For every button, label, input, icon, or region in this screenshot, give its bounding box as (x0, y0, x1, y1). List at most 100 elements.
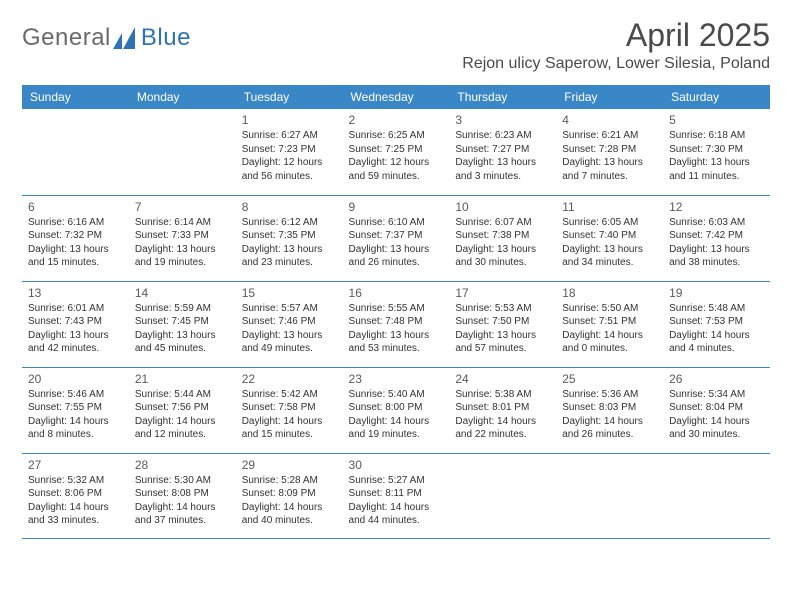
day-number: 6 (28, 200, 123, 214)
calendar-day-cell: 2Sunrise: 6:25 AMSunset: 7:25 PMDaylight… (343, 109, 450, 195)
day-number: 3 (455, 113, 550, 127)
calendar-day-cell: 15Sunrise: 5:57 AMSunset: 7:46 PMDayligh… (236, 281, 343, 367)
sunset-line: Sunset: 8:08 PM (135, 487, 230, 501)
daylight-line: Daylight: 14 hours and 8 minutes. (28, 415, 123, 442)
sunrise-line: Sunrise: 5:44 AM (135, 388, 230, 402)
calendar-day-cell: 25Sunrise: 5:36 AMSunset: 8:03 PMDayligh… (556, 367, 663, 453)
day-number: 4 (562, 113, 657, 127)
sunset-line: Sunset: 7:53 PM (669, 315, 764, 329)
day-number: 16 (349, 286, 444, 300)
sunset-line: Sunset: 7:27 PM (455, 143, 550, 157)
calendar-table: SundayMondayTuesdayWednesdayThursdayFrid… (22, 85, 770, 539)
sunset-line: Sunset: 7:48 PM (349, 315, 444, 329)
sunrise-line: Sunrise: 6:16 AM (28, 216, 123, 230)
daylight-line: Daylight: 13 hours and 38 minutes. (669, 243, 764, 270)
daylight-line: Daylight: 13 hours and 7 minutes. (562, 156, 657, 183)
sunset-line: Sunset: 7:46 PM (242, 315, 337, 329)
sunset-line: Sunset: 7:35 PM (242, 229, 337, 243)
calendar-day-cell: 6Sunrise: 6:16 AMSunset: 7:32 PMDaylight… (22, 195, 129, 281)
day-number: 22 (242, 372, 337, 386)
sunset-line: Sunset: 7:25 PM (349, 143, 444, 157)
day-header-row: SundayMondayTuesdayWednesdayThursdayFrid… (22, 85, 770, 109)
sunrise-line: Sunrise: 5:57 AM (242, 302, 337, 316)
brand-mark-icon (113, 27, 139, 49)
calendar-day-cell: 22Sunrise: 5:42 AMSunset: 7:58 PMDayligh… (236, 367, 343, 453)
calendar-day-cell: 10 Sunrise: 6:07 AMSunset: 7:38 PMDayligh… (449, 195, 556, 281)
day-header: Thursday (449, 85, 556, 109)
daylight-line: Daylight: 13 hours and 23 minutes. (242, 243, 337, 270)
sunset-line: Sunset: 7:23 PM (242, 143, 337, 157)
sunrise-line: Sunrise: 5:42 AM (242, 388, 337, 402)
daylight-line: Daylight: 13 hours and 19 minutes. (135, 243, 230, 270)
daylight-line: Daylight: 14 hours and 30 minutes. (669, 415, 764, 442)
daylight-line: Daylight: 14 hours and 15 minutes. (242, 415, 337, 442)
calendar-week-row: 1Sunrise: 6:27 AMSunset: 7:23 PMDaylight… (22, 109, 770, 195)
sunset-line: Sunset: 7:33 PM (135, 229, 230, 243)
calendar-day-cell: 17Sunrise: 5:53 AMSunset: 7:50 PMDayligh… (449, 281, 556, 367)
day-number: 19 (669, 286, 764, 300)
day-number: 18 (562, 286, 657, 300)
calendar-day-cell: 14Sunrise: 5:59 AMSunset: 7:45 PMDayligh… (129, 281, 236, 367)
daylight-line: Daylight: 14 hours and 26 minutes. (562, 415, 657, 442)
day-number: 11 (562, 200, 657, 214)
sunrise-line: Sunrise: 5:28 AM (242, 474, 337, 488)
daylight-line: Daylight: 14 hours and 40 minutes. (242, 501, 337, 528)
sunrise-line: Sunrise: 6:25 AM (349, 129, 444, 143)
daylight-line: Daylight: 12 hours and 59 minutes. (349, 156, 444, 183)
daylight-line: Daylight: 14 hours and 22 minutes. (455, 415, 550, 442)
calendar-head: SundayMondayTuesdayWednesdayThursdayFrid… (22, 85, 770, 109)
sunset-line: Sunset: 8:11 PM (349, 487, 444, 501)
day-number: 10 (455, 200, 550, 214)
day-number: 5 (669, 113, 764, 127)
calendar-day-cell: 5Sunrise: 6:18 AMSunset: 7:30 PMDaylight… (663, 109, 770, 195)
sunrise-line: Sunrise: 6:01 AM (28, 302, 123, 316)
day-number: 9 (349, 200, 444, 214)
sunset-line: Sunset: 7:56 PM (135, 401, 230, 415)
day-number: 29 (242, 458, 337, 472)
calendar-week-row: 6Sunrise: 6:16 AMSunset: 7:32 PMDaylight… (22, 195, 770, 281)
sunrise-line: Sunrise: 5:38 AM (455, 388, 550, 402)
day-number: 26 (669, 372, 764, 386)
sunrise-line: Sunrise: 6:07 AM (455, 216, 550, 230)
sunrise-line: Sunrise: 5:48 AM (669, 302, 764, 316)
sunset-line: Sunset: 7:40 PM (562, 229, 657, 243)
daylight-line: Daylight: 13 hours and 30 minutes. (455, 243, 550, 270)
day-header: Friday (556, 85, 663, 109)
month-title: April 2025 (462, 18, 770, 53)
daylight-line: Daylight: 13 hours and 26 minutes. (349, 243, 444, 270)
daylight-line: Daylight: 13 hours and 53 minutes. (349, 329, 444, 356)
calendar-empty-cell (22, 109, 129, 195)
day-header: Sunday (22, 85, 129, 109)
calendar-week-row: 13Sunrise: 6:01 AMSunset: 7:43 PMDayligh… (22, 281, 770, 367)
calendar-day-cell: 27Sunrise: 5:32 AMSunset: 8:06 PMDayligh… (22, 453, 129, 538)
sunrise-line: Sunrise: 6:21 AM (562, 129, 657, 143)
daylight-line: Daylight: 13 hours and 42 minutes. (28, 329, 123, 356)
calendar-day-cell: 20 Sunrise: 5:46 AMSunset: 7:55 PMDayligh… (22, 367, 129, 453)
sunrise-line: Sunrise: 5:50 AM (562, 302, 657, 316)
sunset-line: Sunset: 8:01 PM (455, 401, 550, 415)
sunrise-line: Sunrise: 5:32 AM (28, 474, 123, 488)
day-number: 24 (455, 372, 550, 386)
calendar-empty-cell (663, 453, 770, 538)
calendar-empty-cell (556, 453, 663, 538)
daylight-line: Daylight: 13 hours and 49 minutes. (242, 329, 337, 356)
daylight-line: Daylight: 13 hours and 57 minutes. (455, 329, 550, 356)
calendar-day-cell: 26Sunrise: 5:34 AMSunset: 8:04 PMDayligh… (663, 367, 770, 453)
day-number: 20 (28, 372, 123, 386)
calendar-day-cell: 11Sunrise: 6:05 AMSunset: 7:40 PMDayligh… (556, 195, 663, 281)
sunrise-line: Sunrise: 6:27 AM (242, 129, 337, 143)
day-number: 13 (28, 286, 123, 300)
sunrise-line: Sunrise: 5:53 AM (455, 302, 550, 316)
sunset-line: Sunset: 7:55 PM (28, 401, 123, 415)
sunrise-line: Sunrise: 5:46 AM (28, 388, 123, 402)
calendar-day-cell: 8Sunrise: 6:12 AMSunset: 7:35 PMDaylight… (236, 195, 343, 281)
calendar-day-cell: 19Sunrise: 5:48 AMSunset: 7:53 PMDayligh… (663, 281, 770, 367)
daylight-line: Daylight: 14 hours and 12 minutes. (135, 415, 230, 442)
daylight-line: Daylight: 14 hours and 44 minutes. (349, 501, 444, 528)
daylight-line: Daylight: 14 hours and 33 minutes. (28, 501, 123, 528)
sunset-line: Sunset: 7:45 PM (135, 315, 230, 329)
calendar-day-cell: 21Sunrise: 5:44 AMSunset: 7:56 PMDayligh… (129, 367, 236, 453)
sunset-line: Sunset: 7:38 PM (455, 229, 550, 243)
daylight-line: Daylight: 13 hours and 15 minutes. (28, 243, 123, 270)
calendar-week-row: 20Sunrise: 5:46 AMSunset: 7:55 PMDayligh… (22, 367, 770, 453)
